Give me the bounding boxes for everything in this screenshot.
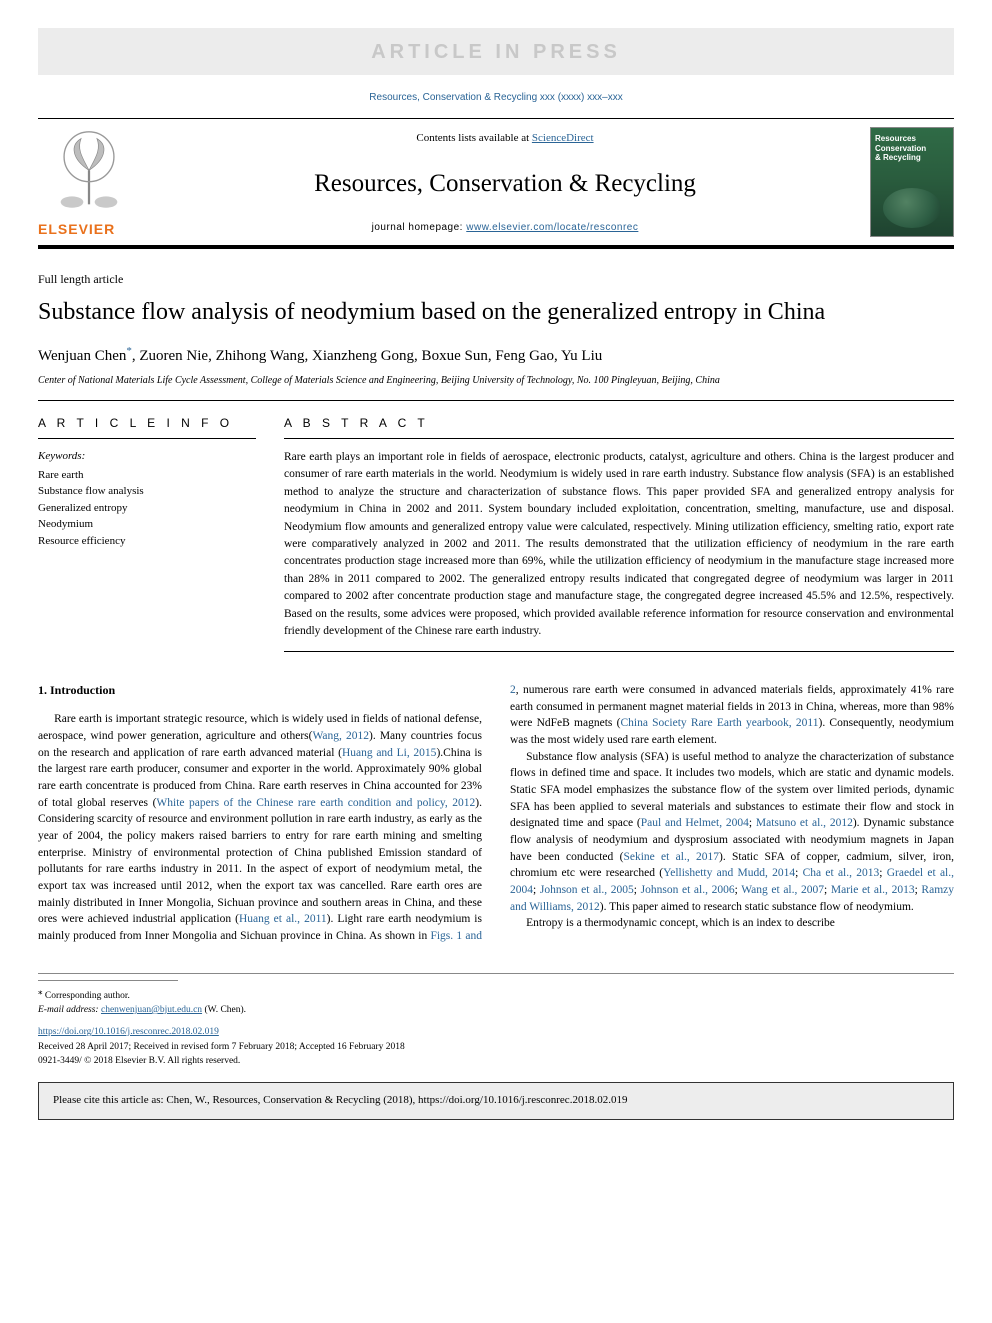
abstract-bottom-rule bbox=[284, 651, 954, 652]
email-line: E-mail address: chenwenjuan@bjut.edu.cn … bbox=[38, 1003, 954, 1017]
keywords-list: Rare earth Substance flow analysis Gener… bbox=[38, 467, 256, 550]
section-heading-intro: 1. Introduction bbox=[38, 682, 482, 699]
keyword-item: Substance flow analysis bbox=[38, 483, 256, 500]
abstract-text: Rare earth plays an important role in fi… bbox=[284, 449, 954, 641]
authors-text: Wenjuan Chen*, Zuoren Nie, Zhihong Wang,… bbox=[38, 348, 602, 364]
journal-homepage-line: journal homepage: www.elsevier.com/locat… bbox=[156, 221, 854, 236]
ref-link[interactable]: China Society Rare Earth yearbook, 2011 bbox=[620, 717, 818, 729]
article-history: Received 28 April 2017; Received in revi… bbox=[38, 1040, 954, 1054]
abstract-column: A B S T R A C T Rare earth plays an impo… bbox=[284, 409, 954, 652]
email-label: E-mail address: bbox=[38, 1005, 101, 1015]
article-body: 1. Introduction Rare earth is important … bbox=[38, 682, 954, 945]
copyright-line: 0921-3449/ © 2018 Elsevier B.V. All righ… bbox=[38, 1054, 954, 1068]
page-footnotes: ⁎ * Corresponding author.Corresponding a… bbox=[38, 973, 954, 1068]
corresponding-email-link[interactable]: chenwenjuan@bjut.edu.cn bbox=[101, 1005, 202, 1015]
article-type-label: Full length article bbox=[38, 271, 954, 288]
sciencedirect-link[interactable]: ScienceDirect bbox=[532, 132, 594, 144]
article-in-press-banner: ARTICLE IN PRESS bbox=[38, 28, 954, 75]
ref-link[interactable]: Sekine et al., 2017 bbox=[623, 851, 719, 863]
article-title: Substance flow analysis of neodymium bas… bbox=[38, 297, 954, 328]
cover-globe-graphic bbox=[883, 188, 941, 228]
journal-title: Resources, Conservation & Recycling bbox=[156, 166, 854, 202]
elsevier-tree-icon bbox=[38, 125, 140, 216]
email-suffix: (W. Chen). bbox=[202, 1005, 246, 1015]
article-info-column: A R T I C L E I N F O Keywords: Rare ear… bbox=[38, 409, 256, 652]
ref-link[interactable]: Wang, 2012 bbox=[312, 730, 369, 742]
ref-link[interactable]: Matsuno et al., 2012 bbox=[756, 817, 853, 829]
journal-homepage-link[interactable]: www.elsevier.com/locate/resconrec bbox=[466, 222, 638, 233]
ref-link[interactable]: White papers of the Chinese rare earth c… bbox=[156, 797, 475, 809]
journal-masthead: ELSEVIER Contents lists available at Sci… bbox=[38, 118, 954, 250]
keyword-item: Generalized entropy bbox=[38, 500, 256, 517]
publisher-logo-block: ELSEVIER bbox=[38, 119, 148, 246]
cover-line-3: & Recycling bbox=[875, 153, 949, 163]
keyword-item: Resource efficiency bbox=[38, 533, 256, 550]
journal-cover-thumb: Resources Conservation & Recycling bbox=[862, 119, 954, 246]
intro-paragraph-3: Entropy is a thermodynamic concept, whic… bbox=[510, 915, 954, 932]
abstract-heading: A B S T R A C T bbox=[284, 409, 954, 438]
ref-link[interactable]: Johnson et al., 2006 bbox=[641, 884, 735, 896]
keywords-label: Keywords: bbox=[38, 449, 256, 465]
ref-link[interactable]: Marie et al., 2013 bbox=[831, 884, 915, 896]
cover-line-2: Conservation bbox=[875, 144, 949, 154]
ref-link[interactable]: Johnson et al., 2005 bbox=[540, 884, 634, 896]
intro-paragraph-2: Substance flow analysis (SFA) is useful … bbox=[510, 749, 954, 916]
journal-issue-ref: Resources, Conservation & Recycling xxx … bbox=[38, 91, 954, 106]
ref-link[interactable]: Paul and Helmet, 2004 bbox=[641, 817, 749, 829]
ref-link[interactable]: Huang et al., 2011 bbox=[239, 913, 327, 925]
publisher-name: ELSEVIER bbox=[38, 219, 140, 239]
ref-link[interactable]: Yellishetty and Mudd, 2014 bbox=[663, 867, 795, 879]
ref-link[interactable]: Cha et al., 2013 bbox=[803, 867, 880, 879]
keyword-item: Rare earth bbox=[38, 467, 256, 484]
cover-line-1: Resources bbox=[875, 134, 949, 144]
contents-available-line: Contents lists available at ScienceDirec… bbox=[156, 131, 854, 147]
author-list: Wenjuan Chen*, Zuoren Nie, Zhihong Wang,… bbox=[38, 344, 954, 368]
divider-top bbox=[38, 400, 954, 401]
article-info-heading: A R T I C L E I N F O bbox=[38, 409, 256, 438]
author-affiliation: Center of National Materials Life Cycle … bbox=[38, 374, 954, 389]
doi-link[interactable]: https://doi.org/10.1016/j.resconrec.2018… bbox=[38, 1027, 219, 1037]
homepage-label: journal homepage: bbox=[372, 222, 467, 233]
citation-box: Please cite this article as: Chen, W., R… bbox=[38, 1082, 954, 1120]
footnote-short-rule bbox=[38, 980, 178, 981]
ref-link[interactable]: Huang and Li, 2015 bbox=[342, 747, 436, 759]
contents-prefix: Contents lists available at bbox=[416, 132, 531, 144]
keyword-item: Neodymium bbox=[38, 516, 256, 533]
corresponding-author-mark: * bbox=[126, 345, 132, 357]
corresponding-author-note: ⁎ * Corresponding author.Corresponding a… bbox=[38, 985, 954, 1003]
ref-link[interactable]: Wang et al., 2007 bbox=[741, 884, 824, 896]
